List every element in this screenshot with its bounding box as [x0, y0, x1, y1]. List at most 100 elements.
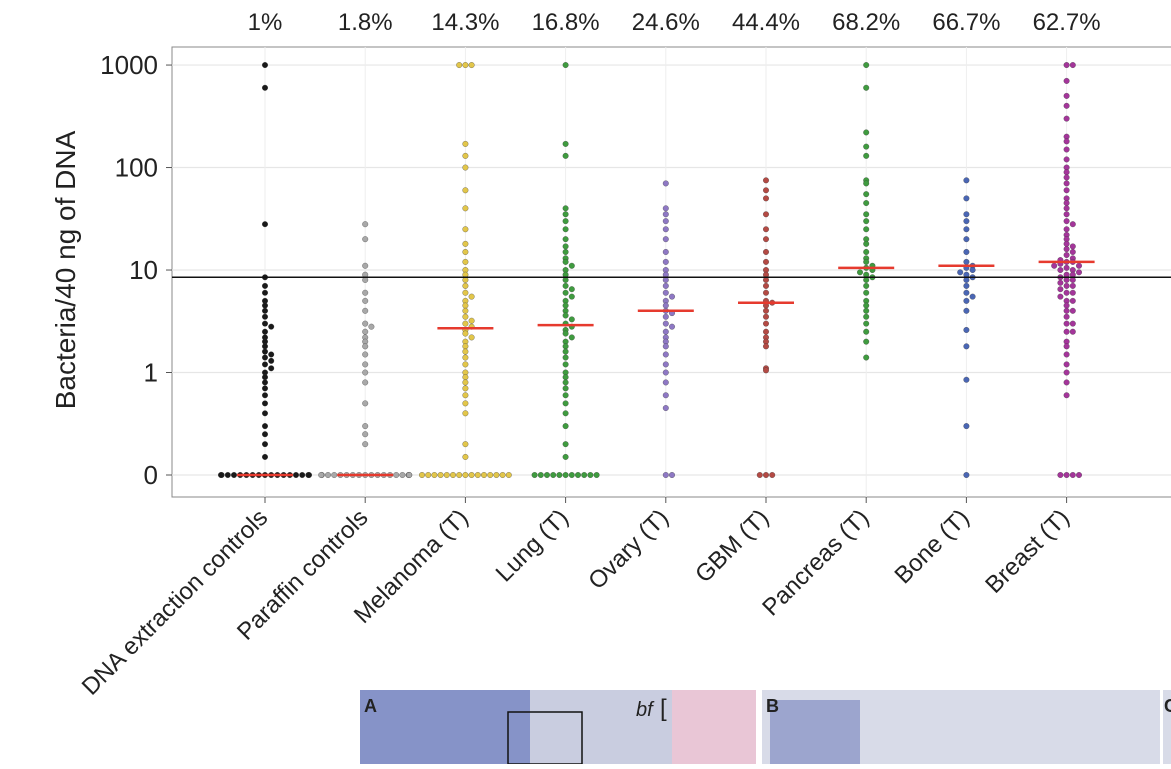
- data-point: [863, 130, 869, 136]
- data-point: [262, 401, 268, 407]
- data-point: [469, 472, 475, 478]
- panel-annotation: bf: [636, 699, 655, 721]
- data-point: [863, 314, 869, 320]
- data-point: [970, 294, 976, 300]
- x-tick-label: Pancreas (T): [757, 504, 874, 621]
- data-point: [1076, 270, 1082, 276]
- data-point: [563, 362, 569, 368]
- data-point: [769, 472, 775, 478]
- data-point: [1064, 265, 1070, 271]
- image-panels: A B C bf [: [360, 690, 1171, 764]
- data-point: [563, 290, 569, 296]
- data-point: [506, 472, 512, 478]
- data-point: [964, 249, 970, 255]
- data-point: [964, 211, 970, 217]
- data-point: [262, 321, 268, 327]
- data-point: [1064, 472, 1070, 478]
- data-point: [863, 62, 869, 68]
- data-point: [1064, 241, 1070, 247]
- data-point: [1070, 298, 1076, 304]
- data-point: [463, 344, 469, 350]
- data-point: [964, 196, 970, 202]
- data-point: [757, 472, 763, 478]
- data-point: [463, 259, 469, 265]
- data-point: [1070, 290, 1076, 296]
- data-point: [563, 206, 569, 212]
- data-point: [1064, 62, 1070, 68]
- data-point: [863, 226, 869, 232]
- data-point: [763, 472, 769, 478]
- data-point: [763, 249, 769, 255]
- data-point: [863, 181, 869, 187]
- data-point: [463, 401, 469, 407]
- data-point: [663, 236, 669, 242]
- percent-label: 68.2%: [832, 9, 900, 36]
- data-point: [456, 62, 462, 68]
- panel-label: B: [766, 696, 779, 716]
- data-point: [262, 349, 268, 355]
- data-point: [400, 472, 406, 478]
- data-point: [763, 314, 769, 320]
- data-point: [1064, 362, 1070, 368]
- y-tick-label: 0: [144, 460, 158, 490]
- y-tick-label: 1000: [100, 50, 158, 80]
- data-point: [964, 472, 970, 478]
- data-point: [763, 259, 769, 265]
- percent-label: 24.6%: [632, 9, 700, 36]
- data-point: [663, 226, 669, 232]
- data-point: [1064, 200, 1070, 206]
- percent-label: 62.7%: [1033, 9, 1101, 36]
- data-point: [331, 472, 337, 478]
- data-point: [1064, 211, 1070, 217]
- percent-label: 1%: [248, 9, 283, 36]
- data-point: [262, 283, 268, 289]
- data-point: [1064, 370, 1070, 376]
- data-point: [863, 191, 869, 197]
- panel-label: A: [364, 696, 377, 716]
- data-point: [763, 368, 769, 374]
- data-point: [563, 454, 569, 460]
- data-point: [563, 441, 569, 447]
- data-point: [569, 263, 575, 269]
- bracket: [: [660, 695, 667, 722]
- data-point: [663, 329, 669, 335]
- data-point: [1076, 472, 1082, 478]
- data-point: [1070, 329, 1076, 335]
- data-point: [463, 283, 469, 289]
- data-point: [362, 401, 368, 407]
- data-point: [763, 321, 769, 327]
- data-point: [1070, 249, 1076, 255]
- data-point: [262, 362, 268, 368]
- data-point: [863, 200, 869, 206]
- data-point: [1064, 344, 1070, 350]
- data-point: [1064, 93, 1070, 99]
- data-point: [964, 308, 970, 314]
- plot-area: [172, 47, 1171, 497]
- data-point: [463, 249, 469, 255]
- data-point: [362, 221, 368, 227]
- data-point: [563, 211, 569, 217]
- data-point: [1064, 303, 1070, 309]
- data-point: [563, 153, 569, 159]
- data-point: [463, 454, 469, 460]
- data-point: [563, 249, 569, 255]
- data-point: [469, 62, 475, 68]
- data-point: [663, 249, 669, 255]
- data-point: [293, 472, 299, 478]
- data-point: [463, 362, 469, 368]
- data-point: [563, 423, 569, 429]
- data-point: [957, 270, 963, 276]
- data-point: [663, 211, 669, 217]
- panel-b-tissue: [770, 700, 860, 764]
- data-point: [563, 472, 569, 478]
- data-point: [563, 62, 569, 68]
- data-point: [362, 380, 368, 386]
- data-point: [268, 352, 274, 358]
- data-point: [1064, 139, 1070, 145]
- data-point: [487, 472, 493, 478]
- data-point: [262, 392, 268, 398]
- data-point: [362, 344, 368, 350]
- data-point: [362, 370, 368, 376]
- data-point: [663, 290, 669, 296]
- data-point: [663, 380, 669, 386]
